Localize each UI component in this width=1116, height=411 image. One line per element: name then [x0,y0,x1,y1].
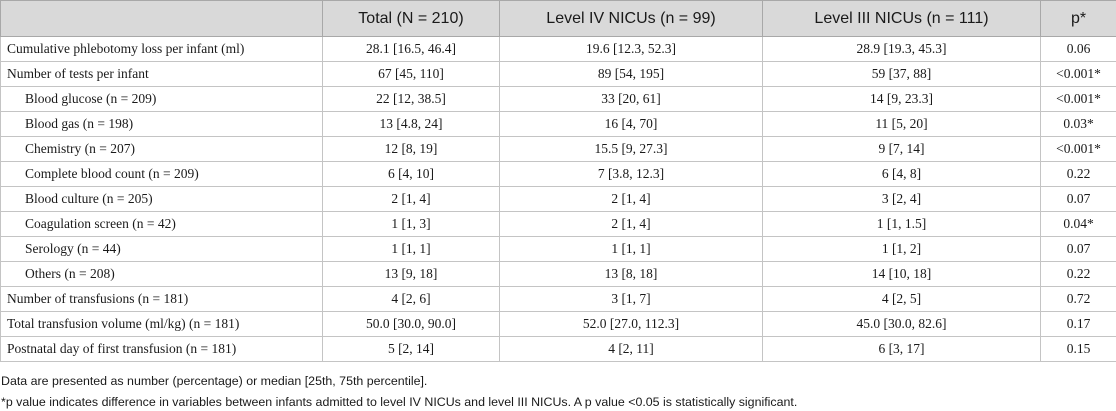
cell-level-iv: 2 [1, 4] [500,187,763,212]
cell-level-iii: 28.9 [19.3, 45.3] [763,37,1041,62]
cell-level-iii: 14 [10, 18] [763,262,1041,287]
cell-level-iv: 15.5 [9, 27.3] [500,137,763,162]
cell-p-value: 0.07 [1041,187,1116,212]
cell-level-iv: 33 [20, 61] [500,87,763,112]
cell-p-value: <0.001* [1041,87,1116,112]
cell-p-value: <0.001* [1041,137,1116,162]
table-row: Cumulative phlebotomy loss per infant (m… [1,37,1116,62]
cell-p-value: 0.22 [1041,162,1116,187]
header-level-iii: Level III NICUs (n = 111) [763,1,1041,37]
header-level-iv: Level IV NICUs (n = 99) [500,1,763,37]
cell-level-iv: 13 [8, 18] [500,262,763,287]
row-label: Number of tests per infant [1,62,323,87]
cell-level-iv: 19.6 [12.3, 52.3] [500,37,763,62]
table-row: Total transfusion volume (ml/kg) (n = 18… [1,312,1116,337]
cell-level-iii: 1 [1, 1.5] [763,212,1041,237]
table-row: Blood culture (n = 205)2 [1, 4]2 [1, 4]3… [1,187,1116,212]
cell-p-value: 0.03* [1041,112,1116,137]
cell-p-value: 0.07 [1041,237,1116,262]
cell-p-value: 0.04* [1041,212,1116,237]
table-body: Cumulative phlebotomy loss per infant (m… [1,37,1116,362]
row-label: Blood glucose (n = 209) [1,87,323,112]
cell-p-value: 0.72 [1041,287,1116,312]
cell-p-value: 0.22 [1041,262,1116,287]
table-row: Complete blood count (n = 209)6 [4, 10]7… [1,162,1116,187]
cell-level-iii: 3 [2, 4] [763,187,1041,212]
cell-total: 1 [1, 1] [323,237,500,262]
cell-total: 13 [4.8, 24] [323,112,500,137]
footnote-p-value: *p value indicates difference in variabl… [1,394,1111,411]
cell-level-iv: 89 [54, 195] [500,62,763,87]
cell-total: 22 [12, 38.5] [323,87,500,112]
row-label: Blood culture (n = 205) [1,187,323,212]
row-label: Number of transfusions (n = 181) [1,287,323,312]
cell-level-iii: 6 [3, 17] [763,337,1041,362]
cell-total: 50.0 [30.0, 90.0] [323,312,500,337]
table-row: Serology (n = 44)1 [1, 1]1 [1, 1]1 [1, 2… [1,237,1116,262]
cell-p-value: 0.15 [1041,337,1116,362]
cell-total: 1 [1, 3] [323,212,500,237]
footnote-data-presentation: Data are presented as number (percentage… [1,373,1111,390]
cell-level-iv: 4 [2, 11] [500,337,763,362]
table-row: Number of transfusions (n = 181)4 [2, 6]… [1,287,1116,312]
cell-level-iv: 16 [4, 70] [500,112,763,137]
cell-total: 13 [9, 18] [323,262,500,287]
cell-p-value: 0.06 [1041,37,1116,62]
cell-level-iii: 11 [5, 20] [763,112,1041,137]
table-row: Postnatal day of first transfusion (n = … [1,337,1116,362]
cell-total: 2 [1, 4] [323,187,500,212]
header-total: Total (N = 210) [323,1,500,37]
header-blank [1,1,323,37]
cell-level-iv: 7 [3.8, 12.3] [500,162,763,187]
cell-total: 12 [8, 19] [323,137,500,162]
cell-total: 28.1 [16.5, 46.4] [323,37,500,62]
cell-level-iii: 59 [37, 88] [763,62,1041,87]
header-p-value: p* [1041,1,1116,37]
cell-total: 4 [2, 6] [323,287,500,312]
cell-level-iii: 45.0 [30.0, 82.6] [763,312,1041,337]
row-label: Total transfusion volume (ml/kg) (n = 18… [1,312,323,337]
table-row: Chemistry (n = 207)12 [8, 19]15.5 [9, 27… [1,137,1116,162]
table-header-row: Total (N = 210) Level IV NICUs (n = 99) … [1,1,1116,37]
cell-level-iii: 4 [2, 5] [763,287,1041,312]
cell-p-value: 0.17 [1041,312,1116,337]
cell-level-iv: 1 [1, 1] [500,237,763,262]
table-row: Coagulation screen (n = 42)1 [1, 3]2 [1,… [1,212,1116,237]
cell-level-iv: 52.0 [27.0, 112.3] [500,312,763,337]
cell-level-iii: 9 [7, 14] [763,137,1041,162]
row-label: Serology (n = 44) [1,237,323,262]
data-table: Total (N = 210) Level IV NICUs (n = 99) … [0,0,1116,362]
row-label: Others (n = 208) [1,262,323,287]
cell-level-iii: 14 [9, 23.3] [763,87,1041,112]
row-label: Chemistry (n = 207) [1,137,323,162]
cell-level-iv: 2 [1, 4] [500,212,763,237]
row-label: Coagulation screen (n = 42) [1,212,323,237]
row-label: Complete blood count (n = 209) [1,162,323,187]
table-row: Others (n = 208)13 [9, 18]13 [8, 18]14 [… [1,262,1116,287]
table-footnotes: Data are presented as number (percentage… [1,373,1111,411]
row-label: Cumulative phlebotomy loss per infant (m… [1,37,323,62]
table-row: Blood glucose (n = 209)22 [12, 38.5]33 [… [1,87,1116,112]
table-row: Blood gas (n = 198)13 [4.8, 24]16 [4, 70… [1,112,1116,137]
cell-total: 6 [4, 10] [323,162,500,187]
cell-level-iii: 1 [1, 2] [763,237,1041,262]
row-label: Blood gas (n = 198) [1,112,323,137]
cell-total: 5 [2, 14] [323,337,500,362]
table-container: Total (N = 210) Level IV NICUs (n = 99) … [0,0,1116,362]
cell-level-iii: 6 [4, 8] [763,162,1041,187]
cell-p-value: <0.001* [1041,62,1116,87]
row-label: Postnatal day of first transfusion (n = … [1,337,323,362]
cell-level-iv: 3 [1, 7] [500,287,763,312]
cell-total: 67 [45, 110] [323,62,500,87]
